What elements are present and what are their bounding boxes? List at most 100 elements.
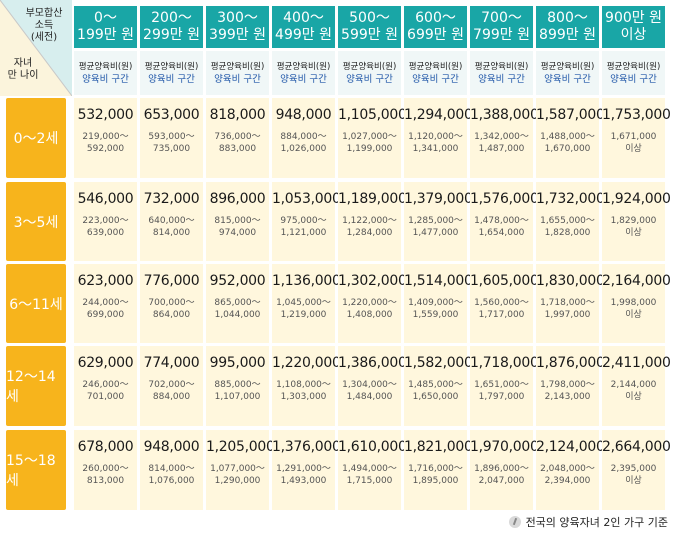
range-high-value: 1,715,000 [346, 476, 393, 486]
avg-cost-value: 1,753,000 [602, 107, 671, 123]
table-cell: 774,000 702,000～ 884,000 [140, 346, 203, 426]
range-low-value: 244,000～ [82, 298, 129, 308]
avg-cost-label: 평균양육비(원) [276, 61, 331, 72]
table-cell: 732,000 640,000～ 814,000 [140, 182, 203, 261]
income-column-header: 300～ 399만 원 [206, 6, 269, 48]
range-low-value: 815,000～ [214, 216, 261, 226]
income-range-line: 299만 원 [143, 27, 200, 43]
income-range-line: 599만 원 [341, 27, 398, 43]
income-range-line: 900만 원 [605, 10, 662, 26]
table-cell: 1,189,000 1,122,000～ 1,284,000 [338, 182, 407, 261]
footnote: 전국의 양육자녀 2인 가구 기준 [508, 514, 668, 530]
table-cell: 1,587,000 1,488,000～ 1,670,000 [536, 98, 605, 178]
income-column-header: 600～ 699만 원 [404, 6, 467, 48]
range-high-value: 2,143,000 [544, 392, 591, 402]
range-high-value: 1,290,000 [214, 476, 261, 486]
avg-cost-label: 평균양육비(원) [144, 61, 199, 72]
range-high-value: 1,487,000 [478, 144, 525, 154]
income-range-line: 699만 원 [407, 27, 464, 43]
range-high-value: 1,650,000 [412, 392, 459, 402]
column-subheader: 평균양육비(원) 양육비 구간 [206, 51, 269, 95]
range-low-value: 1,716,000～ [408, 464, 463, 474]
cost-range-label: 양육비 구간 [214, 73, 261, 85]
avg-cost-value: 532,000 [77, 107, 134, 123]
table-cell: 818,000 736,000～ 883,000 [206, 98, 269, 178]
avg-cost-value: 774,000 [143, 355, 200, 371]
range-low-value: 1,291,000～ [276, 464, 331, 474]
range-low-value: 1,045,000～ [276, 298, 331, 308]
range-high-value: 813,000 [86, 476, 125, 486]
range-high-value: 1,284,000 [346, 228, 393, 238]
avg-cost-value: 948,000 [275, 107, 332, 123]
column-subheader: 평균양육비(원) 양육비 구간 [140, 51, 203, 95]
table-cell: 532,000 219,000～ 592,000 [74, 98, 137, 178]
avg-cost-value: 948,000 [143, 439, 200, 455]
range-high-value: 1,076,000 [148, 476, 195, 486]
table-cell: 1,610,000 1,494,000～ 1,715,000 [338, 430, 407, 510]
table-cell: 2,164,000 1,998,000 이상 [602, 264, 671, 343]
range-low-value: 1,488,000～ [540, 132, 595, 142]
table-cell: 1,582,000 1,485,000～ 1,650,000 [404, 346, 473, 426]
avg-cost-value: 1,876,000 [536, 355, 605, 371]
range-low-value: 1,077,000～ [210, 464, 265, 474]
income-range-line: 799만 원 [473, 27, 530, 43]
table-cell: 1,924,000 1,829,000 이상 [602, 182, 671, 261]
avg-cost-value: 1,376,000 [272, 439, 341, 455]
income-range-line: 600～ [415, 10, 456, 26]
table-cell: 1,753,000 1,671,000 이상 [602, 98, 671, 178]
column-subheader: 평균양육비(원) 양육비 구간 [74, 51, 137, 95]
range-low-value: 1,655,000～ [540, 216, 595, 226]
range-high-value: 814,000 [152, 228, 191, 238]
avg-cost-value: 995,000 [209, 355, 266, 371]
range-high-value: 639,000 [86, 228, 125, 238]
avg-cost-value: 1,379,000 [404, 191, 473, 207]
range-low-value: 1,485,000～ [408, 380, 463, 390]
table-cell: 653,000 593,000～ 735,000 [140, 98, 203, 178]
table-cell: 952,000 865,000～ 1,044,000 [206, 264, 269, 343]
range-low-value: 1,718,000～ [540, 298, 595, 308]
age-axis-line: 만 나이 [7, 70, 39, 81]
income-column-header: 700～ 799만 원 [470, 6, 533, 48]
range-high-value: 1,797,000 [478, 392, 525, 402]
income-range-line: 899만 원 [539, 27, 596, 43]
table-cell: 1,732,000 1,655,000～ 1,828,000 [536, 182, 605, 261]
range-low-value: 1,120,000～ [408, 132, 463, 142]
range-high-value: 1,219,000 [280, 310, 327, 320]
range-low-value: 246,000～ [82, 380, 129, 390]
cost-range-label: 양육비 구간 [544, 73, 591, 85]
table-cell: 1,136,000 1,045,000～ 1,219,000 [272, 264, 341, 343]
age-group-header: 15～18세 [6, 430, 66, 510]
avg-cost-value: 1,514,000 [404, 273, 473, 289]
income-range-line: 400～ [283, 10, 324, 26]
range-low-value: 1,798,000～ [540, 380, 595, 390]
range-low-value: 2,144,000 [610, 380, 657, 390]
avg-cost-value: 818,000 [209, 107, 266, 123]
avg-cost-value: 1,220,000 [272, 355, 341, 371]
income-column-header: 500～ 599만 원 [338, 6, 401, 48]
table-cell: 1,379,000 1,285,000～ 1,477,000 [404, 182, 473, 261]
column-subheader: 평균양육비(원) 양육비 구간 [272, 51, 335, 95]
table-cell: 1,294,000 1,120,000～ 1,341,000 [404, 98, 473, 178]
footnote-text: 전국의 양육자녀 2인 가구 기준 [525, 516, 668, 529]
table-cell: 1,220,000 1,108,000～ 1,303,000 [272, 346, 341, 426]
income-column-header: 400～ 499만 원 [272, 6, 335, 48]
avg-cost-value: 1,605,000 [470, 273, 539, 289]
range-high-value: 699,000 [86, 310, 125, 320]
income-axis-line: 소득 [34, 20, 54, 31]
range-low-value: 1,342,000～ [474, 132, 529, 142]
avg-cost-value: 1,388,000 [470, 107, 539, 123]
avg-cost-value: 1,970,000 [470, 439, 539, 455]
avg-cost-value: 1,294,000 [404, 107, 473, 123]
column-subheader: 평균양육비(원) 양육비 구간 [536, 51, 599, 95]
avg-cost-label: 평균양육비(원) [540, 61, 595, 72]
range-low-value: 1,998,000 [610, 298, 657, 308]
range-high-value: 이상 [625, 476, 642, 486]
range-high-value: 1,408,000 [346, 310, 393, 320]
income-range-line: 800～ [547, 10, 588, 26]
range-high-value: 883,000 [218, 144, 257, 154]
table-cell: 623,000 244,000～ 699,000 [74, 264, 137, 343]
avg-cost-value: 1,582,000 [404, 355, 473, 371]
income-range-line: 이상 [620, 27, 647, 43]
avg-cost-value: 776,000 [143, 273, 200, 289]
